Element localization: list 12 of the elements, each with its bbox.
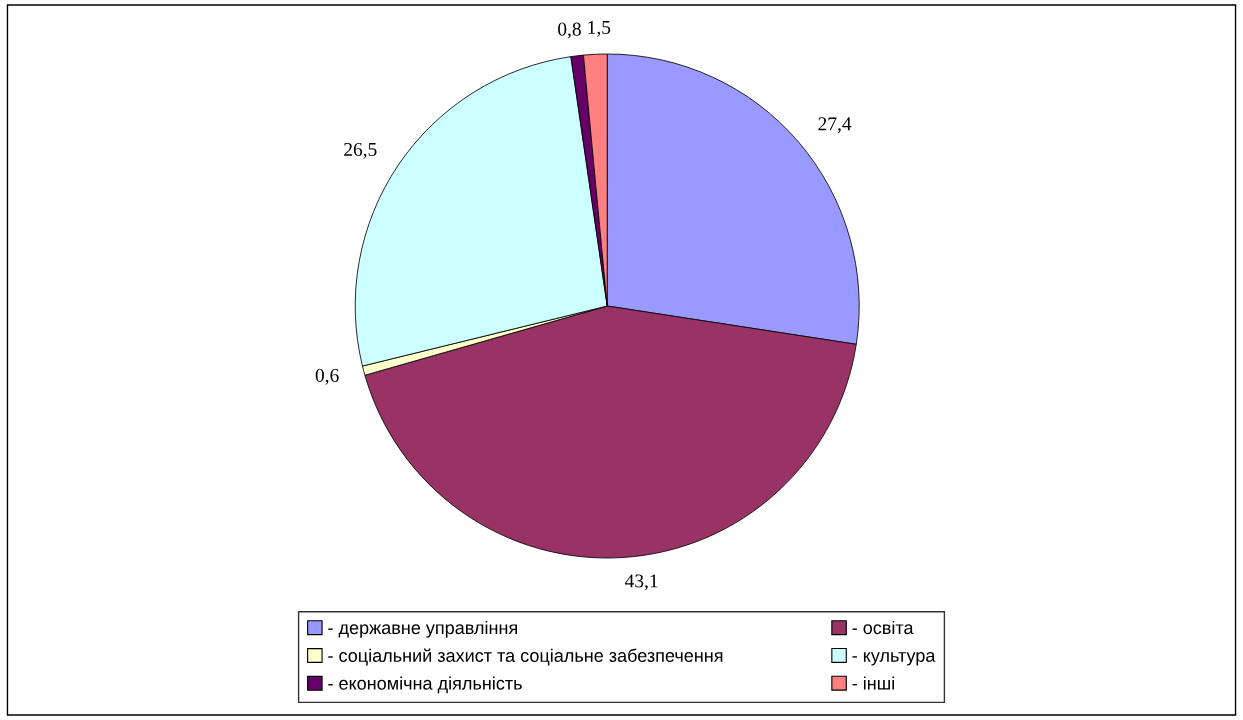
legend-label: - культура (852, 652, 936, 666)
legend-label: - державне управління (328, 620, 517, 638)
legend-label: - економічна діяльність (328, 676, 522, 694)
data-label: 43,1 (625, 574, 658, 591)
data-label: 0,8 (558, 22, 581, 39)
data-label: 0,6 (315, 368, 339, 385)
legend-label: - соціальний захист та соціальне забезпечення (328, 648, 723, 666)
legend-label: - освіта (852, 620, 914, 635)
data-label: 26,5 (344, 142, 377, 159)
data-label: 27,4 (818, 117, 852, 134)
data-label: 1,5 (588, 20, 611, 37)
legend-label: - інші (852, 676, 894, 690)
